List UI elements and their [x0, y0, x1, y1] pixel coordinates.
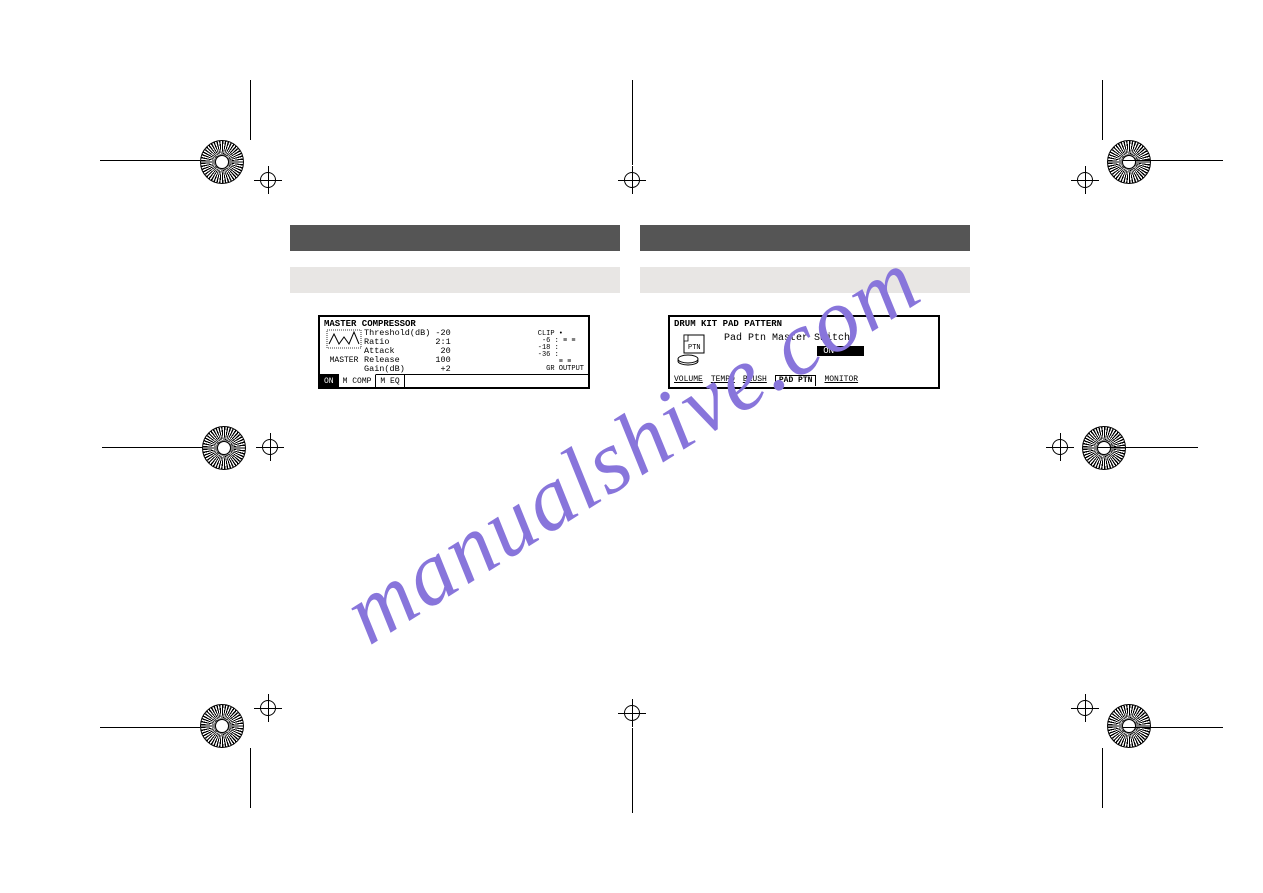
tab-on[interactable]: ON	[320, 375, 339, 387]
section-header-light	[290, 267, 620, 293]
output-meter: CLIP • -6 : ≡ ≡ -18 : -36 : ≡ ≡ GR OUTPU…	[538, 331, 584, 373]
lcd-tabs: ON M COMP M EQ	[320, 374, 588, 387]
tab-mcomp[interactable]: M COMP	[339, 374, 377, 387]
lcd-tabs: VOLUME TEMPO BRUSH PAD PTN MONITOR	[670, 375, 938, 386]
section-header-dark	[290, 225, 620, 251]
master-icon: MASTER	[324, 329, 364, 374]
pad-pattern-icon: PTN	[674, 333, 714, 368]
master-compressor-lcd: MASTER COMPRESSOR MASTER Threshold(dB) -…	[318, 315, 590, 389]
svg-text:PTN: PTN	[688, 344, 701, 352]
reg-mark-tr	[1003, 140, 1123, 240]
right-page: DRUM KIT PAD PATTERN PTN Pad Ptn Master …	[640, 225, 970, 675]
lcd-title: DRUM KIT PAD PATTERN	[670, 317, 938, 329]
lcd-title: MASTER COMPRESSOR	[320, 317, 588, 329]
section-header-light	[640, 267, 970, 293]
pad-ptn-label: Pad Ptn Master Switch	[724, 333, 864, 344]
section-header-dark	[640, 225, 970, 251]
left-page: MASTER COMPRESSOR MASTER Threshold(dB) -…	[290, 225, 620, 675]
tab-pad-ptn[interactable]: PAD PTN	[775, 375, 817, 386]
tab-meq[interactable]: M EQ	[376, 375, 404, 387]
drum-kit-pad-lcd: DRUM KIT PAD PATTERN PTN Pad Ptn Master …	[668, 315, 940, 389]
tab-tempo[interactable]: TEMPO	[711, 375, 735, 386]
pad-ptn-value[interactable]: ON	[817, 346, 864, 356]
compressor-params: Threshold(dB) -20 Ratio 2:1 Attack 20 Re…	[364, 329, 451, 374]
tab-brush[interactable]: BRUSH	[743, 375, 767, 386]
tab-monitor[interactable]: MONITOR	[824, 375, 858, 386]
reg-mark-br	[1003, 648, 1123, 748]
tab-volume[interactable]: VOLUME	[674, 375, 703, 386]
